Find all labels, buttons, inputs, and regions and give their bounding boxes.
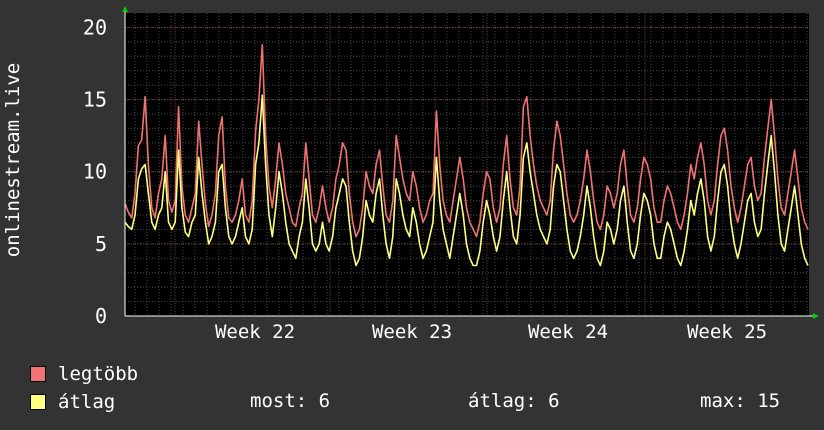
legend-swatch-max <box>30 366 46 382</box>
y-axis-arrow-icon <box>122 6 128 12</box>
y-tick-labels: 0 5 10 15 20 <box>83 15 107 328</box>
x-axis-arrow-icon <box>813 313 819 319</box>
y-tick-label: 0 <box>95 304 107 328</box>
legend-label-avg: átlag <box>58 391 116 413</box>
stat-average: átlag: 6 <box>468 390 560 412</box>
x-tick-labels: Week 22 Week 23 Week 24 Week 25 <box>215 321 767 343</box>
y-tick-label: 20 <box>83 15 107 39</box>
x-tick-label: Week 22 <box>215 321 295 343</box>
legend-item-max: legtöbb <box>30 362 138 386</box>
stat-maximum: max: 15 <box>700 390 781 412</box>
stat-current: most: 6 <box>250 390 331 412</box>
legend-swatch-avg <box>30 394 46 410</box>
legend-item-avg: átlag <box>30 390 115 414</box>
plot-area <box>125 13 809 316</box>
x-tick-label: Week 23 <box>372 321 452 343</box>
legend-label-max: legtöbb <box>58 363 139 385</box>
x-tick-label: Week 25 <box>687 321 767 343</box>
y-axis-label: onlinestream.live <box>2 62 24 258</box>
y-tick-label: 10 <box>83 160 107 184</box>
x-tick-label: Week 24 <box>528 321 608 343</box>
series-line-max <box>124 43 809 238</box>
y-tick-label: 5 <box>95 232 107 256</box>
series-line-avg <box>124 94 809 267</box>
y-axis-label-wrap: onlinestream.live <box>2 0 24 320</box>
chart: 0 5 10 15 20 Week 22 Week 23 Week 24 Week 25 <box>83 6 819 343</box>
y-tick-label: 15 <box>83 88 107 112</box>
series-lines <box>124 43 809 267</box>
axes <box>122 6 819 319</box>
grid <box>125 13 809 316</box>
